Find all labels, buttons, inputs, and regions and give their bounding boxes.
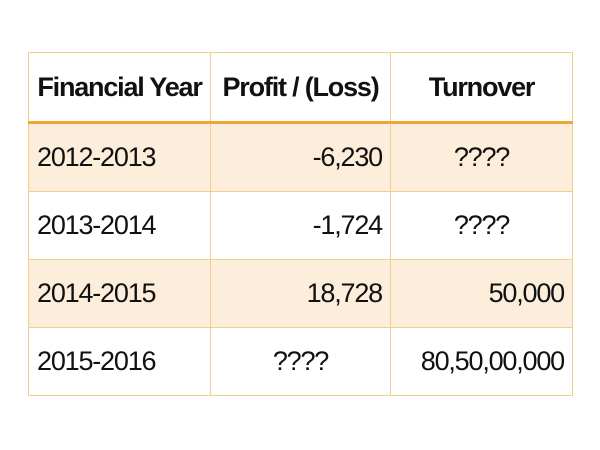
table-row: 2012-2013 -6,230 ???? xyxy=(28,122,573,192)
cell: 50,000 xyxy=(390,259,573,328)
cell: 18,728 xyxy=(210,259,391,328)
table-row: 2015-2016 ???? 80,50,00,000 xyxy=(28,327,573,396)
cell: -1,724 xyxy=(210,191,391,260)
table-row: 2014-2015 18,728 50,000 xyxy=(28,259,573,328)
cell: 2012-2013 xyxy=(28,122,211,192)
table-row: 2013-2014 -1,724 ???? xyxy=(28,191,573,260)
cell: 2013-2014 xyxy=(28,191,211,260)
cell: ???? xyxy=(390,191,573,260)
data-table: Financial Year Profit / (Loss) Turnover … xyxy=(28,52,573,396)
cell: 2015-2016 xyxy=(28,327,211,396)
cell: -6,230 xyxy=(210,122,391,192)
header-cell: Turnover xyxy=(390,52,573,124)
header-cell: Financial Year xyxy=(28,52,211,124)
cell: ???? xyxy=(390,122,573,192)
cell: ???? xyxy=(210,327,391,396)
header-row: Financial Year Profit / (Loss) Turnover xyxy=(28,52,573,124)
cell: 80,50,00,000 xyxy=(390,327,573,396)
header-cell: Profit / (Loss) xyxy=(210,52,391,124)
cell: 2014-2015 xyxy=(28,259,211,328)
